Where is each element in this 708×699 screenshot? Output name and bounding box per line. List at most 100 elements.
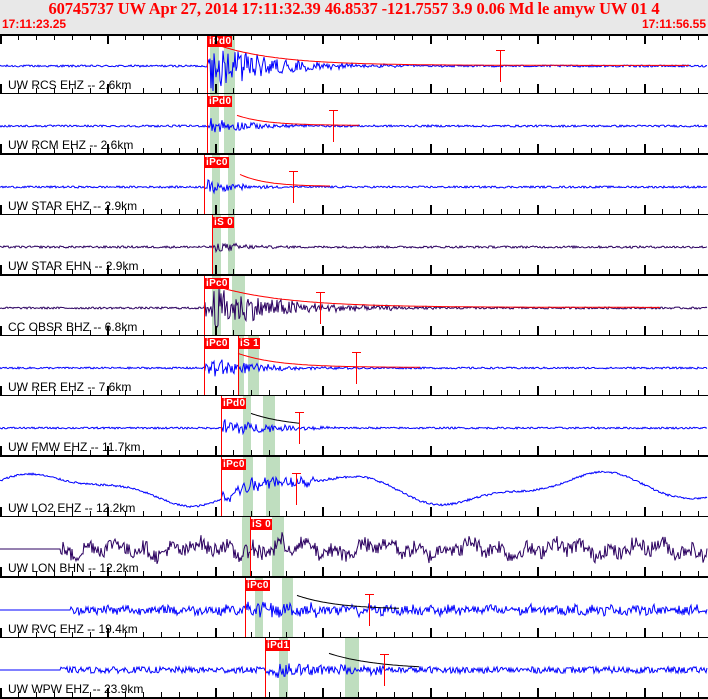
amplitude-marker[interactable] xyxy=(293,171,294,203)
phase-pick-line[interactable] xyxy=(265,638,266,699)
axis-tick-major xyxy=(215,205,217,214)
amplitude-marker[interactable] xyxy=(296,473,297,505)
phase-pick-label[interactable]: iPd1 xyxy=(266,640,291,651)
axis-tick-minor xyxy=(143,692,144,697)
trace-row[interactable]: iPd0 UW RCM EHZ -- 2.6km xyxy=(0,94,708,155)
axis-tick-major xyxy=(430,688,432,697)
coda-window-band xyxy=(243,457,253,518)
amplitude-marker[interactable] xyxy=(500,50,501,82)
amplitude-marker[interactable] xyxy=(320,292,321,324)
phase-pick-line[interactable] xyxy=(238,336,239,397)
axis-tick-minor xyxy=(304,88,305,93)
axis-tick-minor xyxy=(680,511,681,516)
amplitude-marker[interactable] xyxy=(333,110,334,142)
waveform xyxy=(0,412,708,436)
axis-tick-minor xyxy=(662,35,663,40)
phase-pick-line[interactable] xyxy=(221,457,222,518)
axis-tick-minor xyxy=(555,88,556,93)
phase-pick-label[interactable]: iPc0 xyxy=(205,338,229,349)
axis-tick-major xyxy=(644,265,646,274)
axis-tick-minor xyxy=(269,571,270,576)
axis-tick-major xyxy=(107,84,109,93)
axis-tick-major xyxy=(215,446,217,455)
axis-tick-minor xyxy=(680,390,681,395)
amplitude-marker[interactable] xyxy=(384,654,385,686)
axis-tick-minor xyxy=(340,692,341,697)
phase-pick-label[interactable]: iPc0 xyxy=(205,278,229,289)
axis-tick-minor xyxy=(233,209,234,214)
phase-pick-label[interactable]: iS 0 xyxy=(213,217,234,228)
trace-row[interactable]: iPc0 CC OBSR BHZ -- 6.8km xyxy=(0,276,708,337)
phase-pick-label[interactable]: iPc0 xyxy=(205,157,229,168)
axis-tick-major xyxy=(0,688,2,697)
axis-tick-minor xyxy=(609,571,610,576)
axis-tick-major xyxy=(430,144,432,153)
axis-tick-minor xyxy=(662,88,663,93)
trace-panel[interactable]: iPd0 UW RCS EHZ -- 2.6km iPd0 UW RCM EHZ --… xyxy=(0,34,708,699)
trace-row[interactable]: iPc0 UW STAR EHZ -- 2.9km xyxy=(0,155,708,216)
axis-tick-minor xyxy=(465,692,466,697)
axis-tick-minor xyxy=(609,330,610,335)
phase-pick-label[interactable]: iPd0 xyxy=(222,398,247,409)
phase-pick-line[interactable] xyxy=(212,215,213,276)
axis-tick-minor xyxy=(698,148,699,153)
axis-tick-major xyxy=(430,628,432,637)
axis-tick-minor xyxy=(179,330,180,335)
phase-pick-label[interactable]: iS 0 xyxy=(251,519,272,530)
trace-row[interactable]: iPd0 UW RCS EHZ -- 2.6km xyxy=(0,34,708,95)
axis-tick-major xyxy=(644,386,646,395)
phase-pick-label[interactable]: iPd0 xyxy=(208,36,233,47)
axis-tick-minor xyxy=(18,571,19,576)
axis-tick-minor xyxy=(573,35,574,40)
phase-pick-line[interactable] xyxy=(204,336,205,397)
phase-pick-line[interactable] xyxy=(204,155,205,216)
trace-row[interactable]: iS 0 UW STAR EHN -- 2.9km xyxy=(0,215,708,276)
axis-tick-major xyxy=(537,326,539,335)
axis-tick-minor xyxy=(125,632,126,637)
axis-tick-minor xyxy=(18,632,19,637)
trace-row[interactable]: iPd1 UW WPW EHZ -- 23.9km xyxy=(0,638,708,699)
trace-row[interactable]: iPd0 UW FMW EHZ -- 11.7km xyxy=(0,396,708,457)
axis-tick-minor xyxy=(54,511,55,516)
phase-pick-line[interactable] xyxy=(250,517,251,578)
amplitude-marker[interactable] xyxy=(299,412,300,444)
waveform xyxy=(0,114,708,133)
axis-tick-minor xyxy=(197,450,198,455)
channel-label: CC OBSR BHZ -- 6.8km xyxy=(8,320,138,334)
axis-tick-minor xyxy=(698,330,699,335)
coda-window-band xyxy=(212,155,220,216)
axis-tick-major xyxy=(537,688,539,697)
trace-row[interactable]: iPc0 UW LO2 EHZ -- 12.2km xyxy=(0,457,708,518)
axis-tick-minor xyxy=(483,511,484,516)
phase-pick-label[interactable]: iPd0 xyxy=(208,96,233,107)
axis-tick-minor xyxy=(197,632,198,637)
amplitude-marker-cap xyxy=(352,352,361,353)
axis-tick-minor xyxy=(125,571,126,576)
trace-row[interactable]: iPc0 UW RVC EHZ -- 19.4km xyxy=(0,578,708,639)
phase-pick-label[interactable]: iPc0 xyxy=(222,459,246,470)
phase-pick-line[interactable] xyxy=(245,578,246,639)
axis-tick-major xyxy=(644,326,646,335)
trace-row[interactable]: iPc0 iS 1 UW RER EHZ -- 7.6km xyxy=(0,336,708,397)
phase-pick-line[interactable] xyxy=(207,34,208,95)
phase-pick-label[interactable]: iPc0 xyxy=(246,580,270,591)
axis-tick-minor xyxy=(358,450,359,455)
axis-tick-minor xyxy=(662,209,663,214)
axis-tick-minor xyxy=(18,148,19,153)
phase-pick-line[interactable] xyxy=(221,396,222,457)
axis-tick-minor xyxy=(125,88,126,93)
axis-tick-minor xyxy=(609,632,610,637)
phase-pick-label[interactable]: iS 1 xyxy=(239,338,260,349)
amplitude-marker[interactable] xyxy=(356,352,357,384)
axis-tick-minor xyxy=(447,511,448,516)
phase-pick-line[interactable] xyxy=(204,276,205,337)
axis-tick-minor xyxy=(573,88,574,93)
axis-tick-minor xyxy=(412,511,413,516)
phase-pick-line[interactable] xyxy=(207,94,208,155)
axis-tick-major xyxy=(322,205,324,214)
axis-tick-minor xyxy=(680,148,681,153)
axis-tick-minor xyxy=(161,148,162,153)
amplitude-marker[interactable] xyxy=(369,594,370,626)
trace-row[interactable]: iS 0 UW LON BHN -- 12.2km xyxy=(0,517,708,578)
axis-tick-minor xyxy=(269,632,270,637)
